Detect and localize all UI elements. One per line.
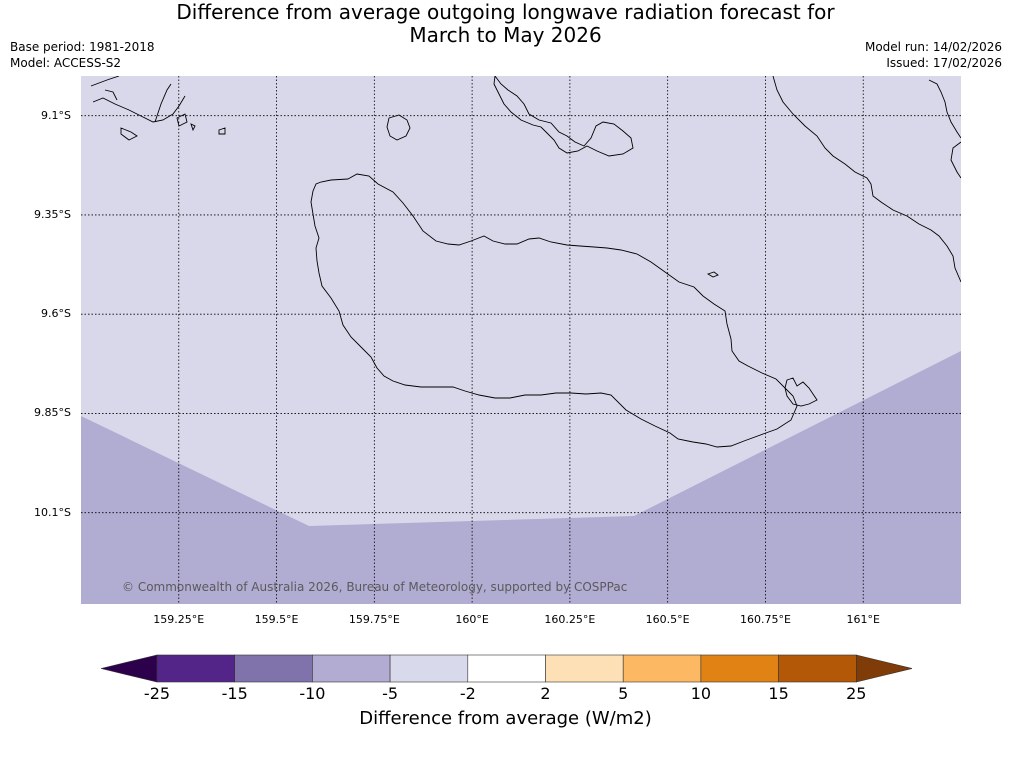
colorbar-bin <box>312 654 391 683</box>
colorbar-title: Difference from average (W/m2) <box>359 708 652 729</box>
colorbar-tick-label: -15 <box>221 684 248 703</box>
longitude-label: 159.5°E <box>254 613 299 626</box>
colorbar-tick-label: 10 <box>690 684 712 703</box>
colorbar-bin <box>545 654 624 683</box>
map-panel <box>81 76 961 604</box>
copyright-notice: © Commonwealth of Australia 2026, Bureau… <box>122 580 628 594</box>
longitude-label: 160.5°E <box>645 613 690 626</box>
colorbar-bin <box>234 654 313 683</box>
colorbar-overflow-arrow <box>855 654 912 683</box>
colorbar <box>100 654 912 683</box>
latitude-label: 9.1°S <box>41 108 71 122</box>
colorbar-tick-label: 15 <box>768 684 789 703</box>
colorbar-bin <box>389 654 469 683</box>
base-period: Base period: 1981-2018 <box>10 40 155 54</box>
longitude-label: 160.25°E <box>544 613 596 626</box>
colorbar-bin <box>622 654 702 683</box>
anomaly-region-minus5-to-minus10 <box>81 351 961 604</box>
coastline-guadalcanal <box>310 173 798 448</box>
coastline-russell-islands <box>90 76 226 141</box>
coastline-islet <box>706 271 719 278</box>
longitude-label: 160.75°E <box>739 613 791 626</box>
longitude-label: 159.75°E <box>348 613 400 626</box>
colorbar-underflow-arrow <box>100 654 158 683</box>
coastline-florida-islands <box>493 76 634 157</box>
latitude-label: 9.35°S <box>34 207 71 221</box>
colorbar-tick-label: -5 <box>382 684 399 703</box>
model-run: Model run: 14/02/2026 <box>864 40 1002 54</box>
coastline-marau-sound <box>784 377 818 407</box>
chart-title-line1: Difference from average outgoing longwav… <box>176 0 835 24</box>
longitude-label: 160°E <box>455 613 489 626</box>
colorbar-bin <box>156 654 235 683</box>
coastline-malaita <box>772 76 961 283</box>
graticule <box>81 76 961 604</box>
meta-left: Base period: 1981-2018 Model: ACCESS-S2 <box>10 39 155 71</box>
colorbar-tick-label: -25 <box>143 684 171 703</box>
colorbar-bin <box>700 654 779 683</box>
latitude-label: 10.1°S <box>34 505 71 519</box>
colorbar-bin <box>467 654 546 683</box>
colorbar-tick-label: -10 <box>299 684 326 703</box>
colorbar-tick-label: -2 <box>459 684 476 703</box>
colorbar-tick-label: 25 <box>846 684 867 703</box>
colorbar-tick-label: 5 <box>618 684 629 703</box>
latitude-label: 9.85°S <box>34 406 71 420</box>
coastlines <box>90 76 961 448</box>
colorbar-bins <box>100 654 912 683</box>
longitude-label: 161°E <box>846 613 880 626</box>
coastline-savo-island <box>386 114 411 141</box>
meta-right: Model run: 14/02/2026 Issued: 17/02/2026 <box>865 39 1002 71</box>
chart-title-line2: March to May 2026 <box>409 23 602 47</box>
issued-date: Issued: 17/02/2026 <box>886 56 1002 70</box>
colorbar-tick-label: 2 <box>540 684 551 703</box>
colorbar-bin <box>778 654 857 683</box>
latitude-label: 9.6°S <box>41 307 71 321</box>
model-name: Model: ACCESS-S2 <box>10 56 122 70</box>
longitude-label: 159.25°E <box>153 613 205 626</box>
